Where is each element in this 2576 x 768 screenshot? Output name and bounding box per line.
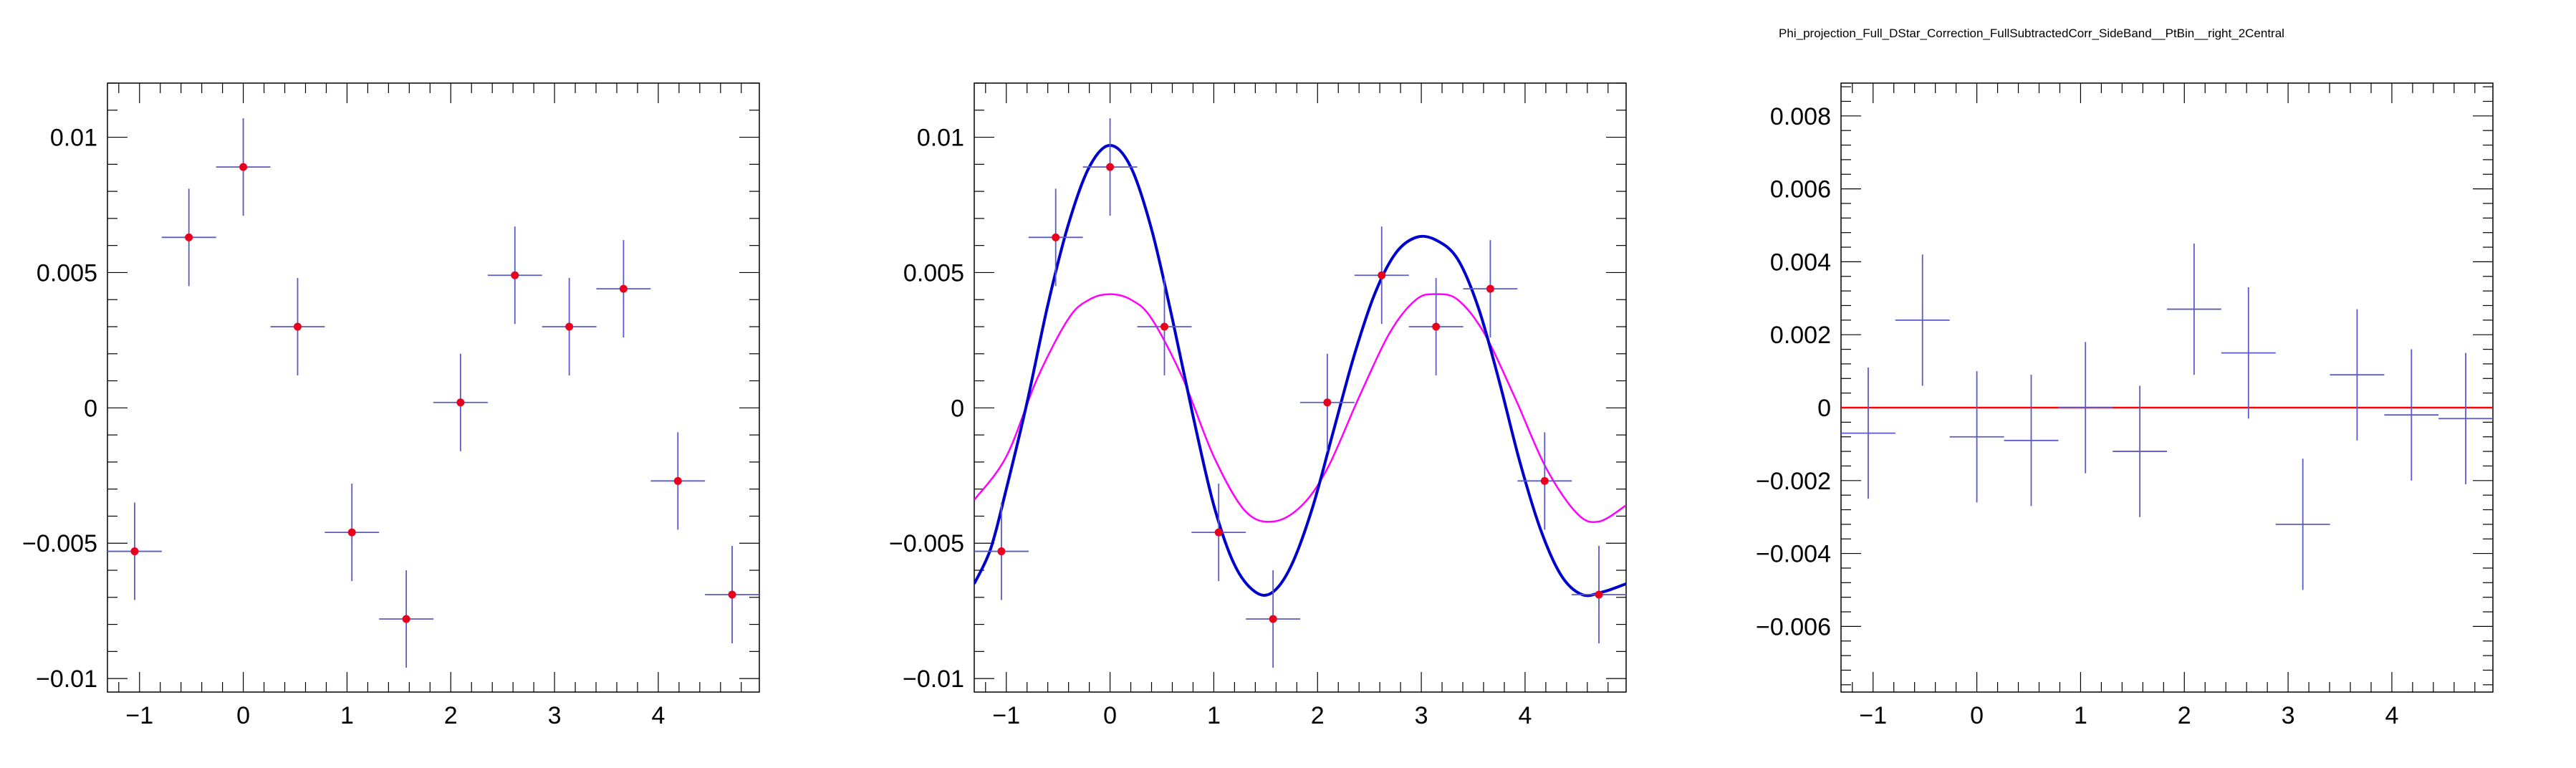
data-point	[511, 271, 519, 279]
data-point	[1160, 322, 1168, 331]
data-point	[1432, 322, 1441, 331]
y-tick-label: 0.006	[1770, 176, 1831, 203]
fit-component-curve	[974, 293, 1626, 524]
x-tick-label: 1	[1207, 702, 1221, 729]
x-tick-label: 0	[1970, 702, 1984, 729]
y-tick-label: 0	[1817, 395, 1831, 422]
x-tick-label: −1	[125, 702, 153, 729]
x-tick-label: −1	[992, 702, 1020, 729]
plot-frame	[107, 82, 760, 693]
data-point	[402, 615, 410, 623]
panel-residuals: −1 0 1 2 3 4 −0.006 −0.004 −0.002 0 0.002 0.004 0.00…	[1756, 82, 2494, 729]
y-tick-label: −0.005	[22, 530, 97, 557]
data-point	[565, 322, 574, 331]
data-point	[239, 163, 248, 171]
x-tick-label: 2	[444, 702, 458, 729]
x-tick-label: 4	[651, 702, 665, 729]
data-point	[997, 547, 1006, 556]
x-tick-label: 3	[1415, 702, 1428, 729]
plot-area	[1841, 243, 2493, 590]
y-tick-label: 0	[84, 395, 97, 422]
y-tick-label: −0.01	[903, 666, 964, 693]
y-tick-label: −0.006	[1756, 613, 1831, 640]
x-tick-label: 1	[340, 702, 354, 729]
data-point	[1486, 284, 1494, 293]
y-tick-label: 0.002	[1770, 322, 1831, 349]
y-tick-label: 0.01	[50, 125, 97, 152]
data-point	[1269, 615, 1277, 623]
y-tick-label: −0.005	[889, 530, 964, 557]
x-tick-label: 4	[1518, 702, 1532, 729]
data-point	[728, 590, 736, 599]
data-point	[1106, 163, 1115, 171]
panel-data-points: −1 0 1 2 3 4 −0.01 −0.005 0 0.005 0.01	[22, 82, 760, 729]
data-point	[293, 322, 302, 331]
plot-frame	[974, 82, 1627, 693]
data-point	[130, 547, 139, 556]
x-tick-label: 3	[2282, 702, 2295, 729]
data-point	[456, 398, 465, 407]
canvas-title: Phi_projection_Full_DStar_Correction_Ful…	[1779, 27, 2284, 40]
y-tick-label: 0.005	[903, 259, 964, 287]
x-tick-label: 2	[1311, 702, 1325, 729]
x-tick-label: 4	[2385, 702, 2398, 729]
y-tick-label: 0.005	[37, 259, 97, 287]
data-point	[673, 476, 682, 485]
plot-area	[107, 118, 759, 668]
x-tick-label: −1	[1859, 702, 1887, 729]
y-tick-label: −0.01	[36, 666, 97, 693]
data-point	[1323, 398, 1332, 407]
data-point	[347, 528, 356, 537]
x-tick-label: 1	[2074, 702, 2087, 729]
data-point	[1595, 590, 1603, 599]
data-point	[1214, 528, 1223, 537]
y-tick-label: −0.004	[1756, 541, 1831, 568]
x-tick-label: 0	[236, 702, 250, 729]
data-point	[185, 233, 193, 241]
fit-total-curve	[974, 143, 1626, 597]
y-tick-label: 0.004	[1770, 249, 1831, 276]
data-point	[619, 284, 628, 293]
y-tick-label: 0.008	[1770, 103, 1831, 130]
y-tick-label: 0.01	[917, 125, 964, 152]
plot-area	[974, 118, 1626, 668]
y-tick-label: 0	[951, 395, 964, 422]
plot-frame	[1840, 82, 2494, 693]
data-point	[1378, 271, 1386, 279]
y-tick-label: −0.002	[1756, 468, 1831, 495]
x-tick-label: 0	[1103, 702, 1117, 729]
x-tick-label: 3	[548, 702, 562, 729]
panel-data-with-fit: −1 0 1 2 3 4 −0.01 −0.005 0 0.005 0.01	[889, 82, 1627, 729]
x-tick-label: 2	[2178, 702, 2191, 729]
data-point	[1540, 476, 1549, 485]
data-point	[1052, 233, 1060, 241]
